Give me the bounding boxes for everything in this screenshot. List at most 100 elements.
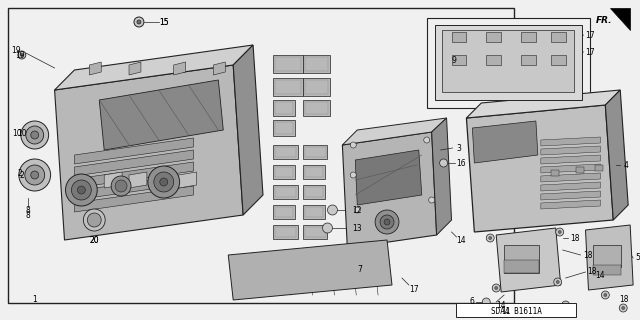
Polygon shape xyxy=(467,105,613,232)
Polygon shape xyxy=(541,137,600,146)
Text: 18: 18 xyxy=(620,295,628,305)
Polygon shape xyxy=(154,172,172,188)
Polygon shape xyxy=(605,90,628,220)
Polygon shape xyxy=(90,62,101,75)
Bar xyxy=(303,100,330,116)
Polygon shape xyxy=(129,172,147,188)
Text: 10: 10 xyxy=(12,129,22,138)
Circle shape xyxy=(489,236,492,239)
Bar xyxy=(275,207,292,217)
Text: 18: 18 xyxy=(571,234,580,243)
Bar xyxy=(305,167,323,177)
Bar xyxy=(521,32,536,42)
Bar xyxy=(452,32,467,42)
Polygon shape xyxy=(541,173,600,182)
Bar xyxy=(303,185,324,199)
Text: 1: 1 xyxy=(33,295,37,305)
Circle shape xyxy=(556,281,559,284)
Polygon shape xyxy=(496,228,561,292)
Bar xyxy=(303,225,328,239)
Text: SDA4 B1611A: SDA4 B1611A xyxy=(491,307,541,316)
Text: 14: 14 xyxy=(595,270,605,279)
Polygon shape xyxy=(541,155,600,164)
Bar xyxy=(303,78,330,96)
Polygon shape xyxy=(586,225,633,290)
Polygon shape xyxy=(99,80,223,150)
Circle shape xyxy=(355,207,360,213)
Polygon shape xyxy=(467,90,620,118)
Circle shape xyxy=(621,307,625,309)
Circle shape xyxy=(328,205,337,215)
Bar xyxy=(275,80,301,94)
Polygon shape xyxy=(74,186,193,212)
Circle shape xyxy=(323,223,332,233)
Circle shape xyxy=(72,180,92,200)
Text: 12: 12 xyxy=(352,205,362,214)
Bar xyxy=(305,187,323,197)
Circle shape xyxy=(492,284,500,292)
Circle shape xyxy=(21,121,49,149)
Circle shape xyxy=(115,180,127,192)
Bar xyxy=(305,57,328,71)
Text: 4: 4 xyxy=(623,161,628,170)
Bar xyxy=(305,80,328,94)
Bar xyxy=(427,18,591,108)
Circle shape xyxy=(384,219,390,225)
Circle shape xyxy=(31,171,38,179)
Bar xyxy=(305,102,328,114)
Text: 7: 7 xyxy=(357,266,362,275)
Polygon shape xyxy=(432,118,452,235)
Text: 17: 17 xyxy=(586,30,595,39)
Text: 17: 17 xyxy=(409,285,419,294)
Bar xyxy=(273,145,298,159)
Bar xyxy=(551,32,566,42)
Bar xyxy=(273,225,298,239)
Polygon shape xyxy=(213,62,225,75)
Bar xyxy=(273,165,295,179)
Bar xyxy=(275,227,296,237)
Text: FR.: FR. xyxy=(595,15,612,25)
Polygon shape xyxy=(342,132,436,248)
Circle shape xyxy=(87,213,101,227)
Circle shape xyxy=(137,20,141,24)
Bar xyxy=(504,260,539,273)
Circle shape xyxy=(558,230,561,234)
Polygon shape xyxy=(472,121,538,163)
Polygon shape xyxy=(179,172,196,188)
Polygon shape xyxy=(129,62,141,75)
Bar xyxy=(575,167,584,173)
Polygon shape xyxy=(541,146,600,155)
Polygon shape xyxy=(74,138,193,164)
Circle shape xyxy=(483,298,490,306)
Bar xyxy=(275,187,296,197)
Text: 16: 16 xyxy=(456,158,466,167)
Polygon shape xyxy=(74,162,193,188)
Bar xyxy=(486,55,501,65)
Bar xyxy=(551,170,559,176)
Bar xyxy=(273,120,295,136)
Text: 13: 13 xyxy=(352,223,362,233)
Circle shape xyxy=(18,51,26,59)
Text: 9: 9 xyxy=(452,55,456,65)
Text: 11: 11 xyxy=(501,308,511,316)
Polygon shape xyxy=(541,191,600,200)
Polygon shape xyxy=(541,164,600,173)
Circle shape xyxy=(604,293,607,297)
Bar xyxy=(504,245,539,273)
Text: 17: 17 xyxy=(586,47,595,57)
Circle shape xyxy=(83,209,105,231)
Bar xyxy=(273,185,298,199)
Text: 2: 2 xyxy=(19,171,24,180)
Circle shape xyxy=(602,291,609,299)
Circle shape xyxy=(134,17,144,27)
Text: 19: 19 xyxy=(11,45,20,54)
Bar xyxy=(305,207,323,217)
Circle shape xyxy=(25,165,45,185)
Circle shape xyxy=(486,234,494,242)
Text: 8: 8 xyxy=(26,211,30,220)
Bar xyxy=(258,40,357,295)
Text: 2: 2 xyxy=(17,169,22,178)
Bar xyxy=(275,57,301,71)
Bar xyxy=(275,122,292,134)
Circle shape xyxy=(148,166,180,198)
